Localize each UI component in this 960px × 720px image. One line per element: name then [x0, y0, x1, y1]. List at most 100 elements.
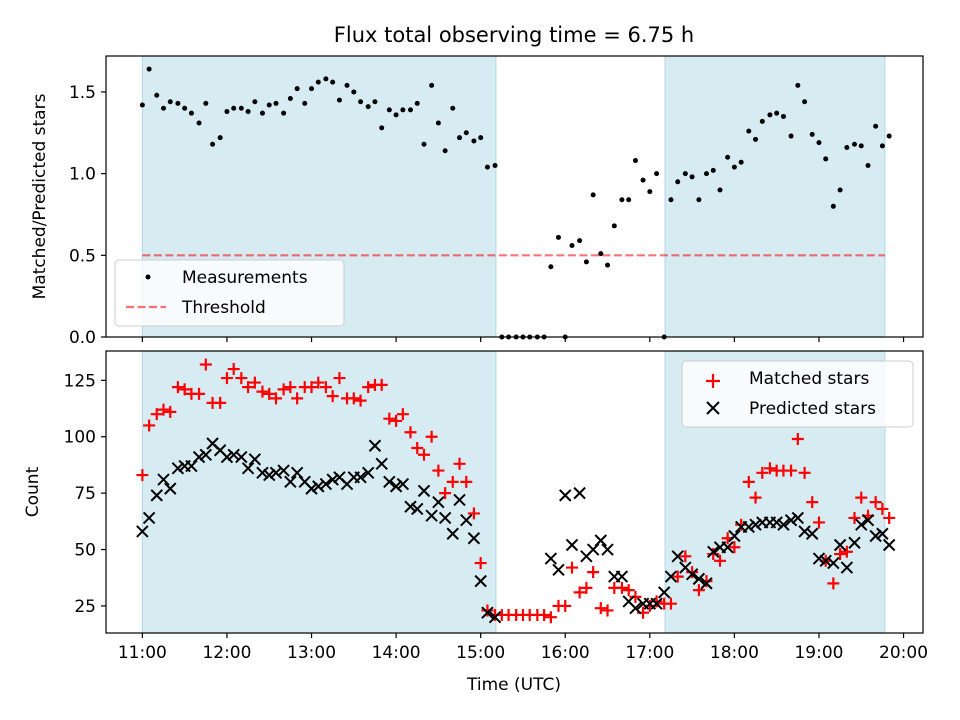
- measurement-point: [795, 82, 801, 88]
- measurement-point: [583, 259, 589, 265]
- measurement-point: [351, 89, 357, 95]
- legend-label-measurements: Measurements: [182, 268, 308, 288]
- measurement-point: [287, 95, 293, 101]
- matched-star-point: [333, 372, 346, 385]
- predicted-star-point: [664, 570, 678, 583]
- measurement-point: [372, 99, 378, 105]
- predicted-star-point: [241, 462, 255, 475]
- predicted-star-point: [361, 466, 375, 480]
- legend-box: [681, 360, 914, 428]
- measurement-point: [330, 79, 336, 85]
- matched-star-point: [763, 462, 776, 475]
- y-tick-label: 0.5: [69, 246, 96, 266]
- x-axis-label: Time (UTC): [466, 675, 561, 695]
- measurement-point: [611, 223, 617, 229]
- measurement-point: [281, 110, 287, 116]
- x-tick-label: 12:00: [202, 643, 251, 663]
- measurement-point: [640, 177, 646, 183]
- y-tick-label: 75: [74, 484, 96, 504]
- measurement-point: [598, 251, 604, 257]
- matched-star-point: [671, 570, 684, 583]
- measurement-point: [365, 104, 371, 110]
- predicted-star-point: [432, 495, 445, 509]
- matched-star-point: [305, 381, 318, 394]
- measurement-point: [188, 110, 194, 116]
- matched-star-point: [664, 597, 677, 610]
- measurement-point: [302, 100, 308, 106]
- axes-frame: [105, 55, 924, 338]
- measurement-point: [746, 128, 752, 134]
- measurement-point: [154, 92, 160, 98]
- predicted-star-point: [700, 577, 713, 590]
- x-tick-label: 14:00: [372, 643, 421, 663]
- measurement-point: [450, 105, 456, 111]
- predicted-star-point: [855, 518, 868, 531]
- predicted-star-point: [142, 511, 156, 525]
- measurement-point: [414, 100, 420, 106]
- predicted-star-point: [220, 450, 234, 464]
- legend-label-threshold: Threshold: [181, 298, 266, 318]
- predicted-star-point: [481, 606, 494, 619]
- predicted-star-point: [692, 572, 706, 586]
- matched-star-point: [248, 376, 261, 389]
- matched-star-point: [404, 426, 417, 439]
- measurement-point: [196, 120, 202, 126]
- predicted-star-point: [559, 489, 572, 502]
- predicted-star-point: [798, 525, 811, 538]
- matched-star-point: [347, 392, 360, 405]
- y-tick-label: 0.0: [69, 328, 96, 348]
- predicted-star-point: [460, 513, 473, 527]
- measurement-point: [632, 158, 638, 164]
- predicted-star-point: [157, 473, 170, 486]
- measurement-point: [668, 197, 674, 203]
- predicted-star-point: [876, 527, 889, 540]
- matched-star-point: [806, 496, 819, 509]
- predicted-star-point: [615, 570, 629, 583]
- matched-star-point: [220, 372, 233, 385]
- predicted-star-point: [368, 439, 382, 452]
- measurement-point: [146, 66, 152, 72]
- y-tick-label: 100: [64, 428, 96, 448]
- predicted-star-point: [601, 543, 614, 556]
- predicted-star-point: [411, 502, 424, 516]
- predicted-star-point: [404, 500, 417, 513]
- predicted-star-point: [248, 453, 262, 466]
- predicted-star-point: [552, 563, 565, 577]
- measurement-point: [400, 107, 406, 113]
- matched-star-point: [171, 381, 184, 394]
- matched-star-point: [291, 392, 304, 405]
- predicted-star-point: [277, 464, 290, 477]
- legend-box: [114, 259, 345, 327]
- legend-marker-predicted: [706, 401, 720, 415]
- measurement-point: [577, 238, 583, 244]
- y-tick-label: 1.0: [69, 165, 96, 185]
- matched-star-point: [686, 566, 699, 579]
- predicted-star-point: [671, 550, 684, 563]
- measurement-point: [809, 131, 815, 137]
- measurement-point: [759, 118, 765, 124]
- y-tick-label: 50: [74, 541, 96, 561]
- predicted-star-point: [749, 518, 762, 531]
- matched-star-point: [439, 487, 452, 500]
- predicted-star-point: [650, 597, 663, 610]
- measurement-point: [731, 164, 737, 170]
- matched-star-point: [150, 408, 163, 421]
- matched-star-point: [227, 363, 240, 376]
- measurement-point: [753, 136, 759, 142]
- matched-star-point: [876, 502, 889, 515]
- measurement-point: [682, 171, 688, 177]
- matched-star-point: [869, 496, 882, 509]
- matched-star-point: [749, 491, 762, 504]
- predicted-star-point: [594, 534, 607, 547]
- predicted-star-point: [192, 450, 206, 464]
- matched-star-point: [679, 550, 692, 563]
- matched-star-point: [538, 608, 551, 621]
- legend-bottom: Matched stars Predicted stars: [681, 360, 914, 428]
- matched-star-point: [136, 469, 149, 482]
- matched-star-point: [326, 390, 339, 403]
- predicted-star-point: [848, 536, 861, 549]
- measurement-point: [548, 264, 554, 270]
- measurement-point: [435, 120, 441, 126]
- measurement-point: [492, 162, 498, 168]
- matched-star-point: [193, 387, 206, 400]
